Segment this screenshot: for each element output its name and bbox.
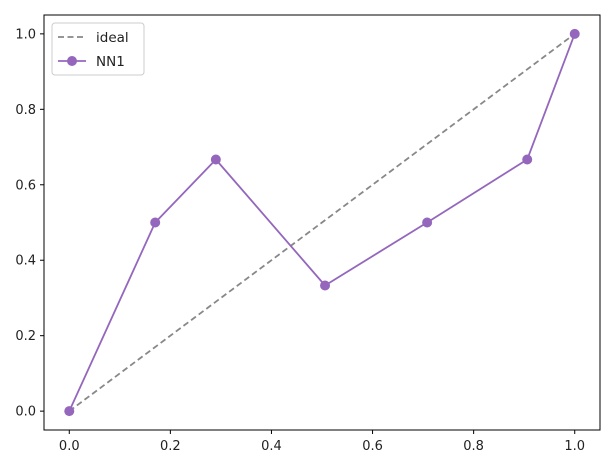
y-tick-label: 0.4 xyxy=(15,254,36,269)
legend-label-nn1: NN1 xyxy=(96,54,125,70)
x-tick-label: 0.8 xyxy=(463,439,484,454)
x-tick-label: 0.6 xyxy=(362,439,383,454)
data-point-nn1 xyxy=(64,406,75,417)
legend-label-ideal: ideal xyxy=(96,30,129,46)
data-point-nn1 xyxy=(320,280,331,291)
x-tick-label: 0.4 xyxy=(261,439,282,454)
x-tick-label: 0.2 xyxy=(160,439,181,454)
legend-marker-nn1 xyxy=(67,56,77,66)
y-tick-label: 0.6 xyxy=(15,178,36,193)
x-tick-label: 1.0 xyxy=(564,439,585,454)
series-layer xyxy=(64,28,580,417)
y-tick-label: 0.8 xyxy=(15,103,36,118)
data-point-nn1 xyxy=(150,217,161,228)
y-tick-label: 0.0 xyxy=(15,405,36,420)
data-point-nn1 xyxy=(422,217,433,228)
x-tick-label: 0.0 xyxy=(59,439,80,454)
ticks-layer: 0.0 0.2 0.4 0.6 0.8 1.0 0.0 0.2 0.4 0.6 0.8 1.0 xyxy=(15,27,585,454)
data-point-nn1 xyxy=(569,28,580,39)
legend: ideal NN1 xyxy=(51,22,145,76)
y-tick-label: 0.2 xyxy=(15,329,36,344)
y-tick-label: 1.0 xyxy=(15,27,36,42)
data-point-nn1 xyxy=(210,154,221,165)
data-point-nn1 xyxy=(522,154,533,165)
series-line-ideal xyxy=(68,33,576,412)
plot-frame xyxy=(43,14,601,431)
